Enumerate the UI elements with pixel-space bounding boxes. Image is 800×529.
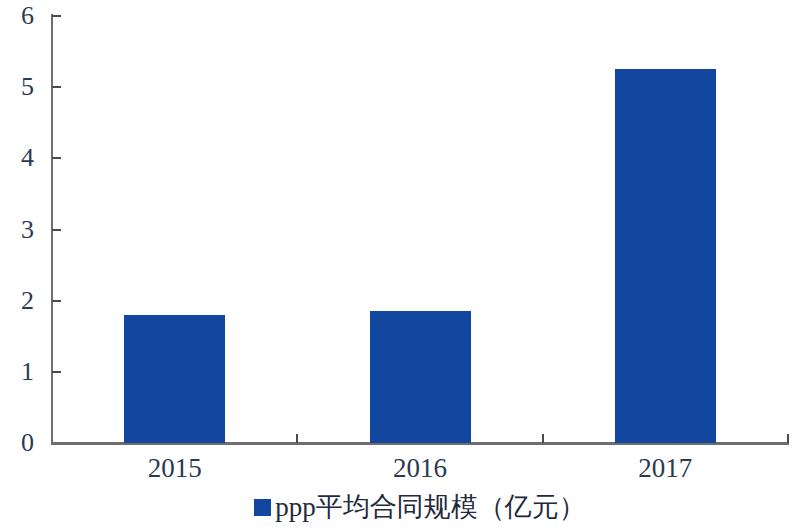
y-tick-mark xyxy=(52,15,61,17)
x-tick-mark xyxy=(787,434,789,443)
x-tick-mark xyxy=(542,434,544,443)
x-category-label: 2016 xyxy=(350,453,490,483)
x-category-label: 2017 xyxy=(595,453,735,483)
bar-2017 xyxy=(615,69,716,443)
y-tick-label: 6 xyxy=(0,0,34,32)
bar-2016 xyxy=(370,311,471,443)
legend-label: ppp平均合同规模（亿元） xyxy=(275,492,586,522)
x-category-label: 2015 xyxy=(105,453,245,483)
y-tick-mark xyxy=(52,157,61,159)
y-tick-label: 0 xyxy=(0,427,34,459)
y-tick-label: 4 xyxy=(0,142,34,174)
y-tick-mark xyxy=(52,300,61,302)
y-tick-label: 2 xyxy=(0,285,34,317)
legend: ppp平均合同规模（亿元） xyxy=(52,492,788,522)
x-tick-mark xyxy=(296,434,298,443)
y-tick-mark xyxy=(52,229,61,231)
y-tick-mark xyxy=(52,371,61,373)
bar-2015 xyxy=(124,315,225,443)
y-tick-label: 1 xyxy=(0,356,34,388)
legend-swatch xyxy=(254,499,271,516)
bar-chart: 0 1 2 3 4 5 6 2015 2016 2017 ppp平均合同规模（亿元） xyxy=(0,0,800,529)
y-tick-label: 5 xyxy=(0,71,34,103)
y-tick-mark xyxy=(52,86,61,88)
y-tick-label: 3 xyxy=(0,214,34,246)
plot-area: 0 1 2 3 4 5 6 2015 2016 2017 xyxy=(0,0,800,529)
